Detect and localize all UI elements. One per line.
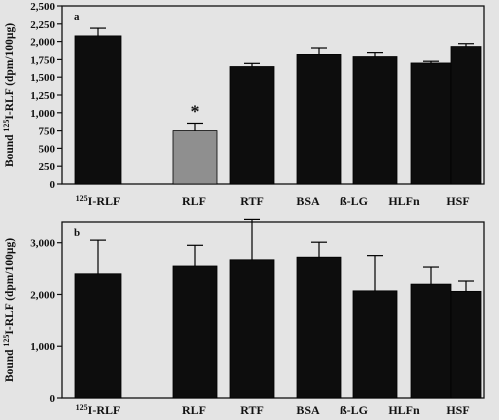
category-label: HSF (446, 194, 469, 208)
y-tick-label: 3,000 (30, 238, 55, 250)
y-tick-label: 2,250 (30, 19, 55, 31)
category-label: HSF (446, 403, 469, 417)
y-tick-label: 0 (50, 393, 56, 405)
category-label: RTF (240, 194, 264, 208)
bar (410, 283, 452, 399)
bar (74, 35, 122, 185)
significance-star: * (191, 101, 200, 121)
category-label: ß-LG (340, 194, 368, 208)
y-tick-label: 2,000 (30, 289, 55, 301)
y-tick-label: 1,750 (30, 54, 55, 66)
y-tick-label: 2,500 (30, 1, 55, 13)
bar (450, 46, 482, 185)
bar (229, 259, 275, 399)
bar (229, 66, 275, 185)
panel-a: 0 250 500 750 1,000 1,250 1,500 1,750 2,000 2,250… (2, 1, 485, 208)
y-axis-title: Bound 125I-RLF (dpm/100µg) (2, 238, 16, 382)
category-label: BSA (296, 194, 320, 208)
y-tick-label: 1,500 (30, 72, 55, 84)
category-label: HLFn (388, 403, 420, 417)
category-label: ß-LG (340, 403, 368, 417)
bar (296, 256, 342, 399)
category-label: 125I-RLF (76, 403, 121, 417)
y-tick-label: 1,250 (30, 90, 55, 102)
category-label: 125I-RLF (76, 194, 121, 208)
y-tick-label: 2,000 (30, 37, 55, 49)
category-label: BSA (296, 403, 320, 417)
category-label: HLFn (388, 194, 420, 208)
bar (172, 265, 218, 399)
bar (74, 273, 122, 399)
category-label: RTF (240, 403, 264, 417)
y-tick-label: 1,000 (30, 341, 55, 353)
bar (450, 290, 482, 399)
bar (352, 56, 398, 185)
panel-b: 0 1,000 2,000 3,000 Bound 125I-RLF (dpm/100µ… (2, 218, 485, 417)
y-tick-label: 750 (39, 126, 56, 138)
y-axis-title: Bound 125I-RLF (dpm/100µg) (2, 23, 16, 167)
bar (410, 62, 452, 185)
bar (352, 290, 398, 399)
bar (172, 130, 218, 185)
bar (296, 54, 342, 185)
panel-letter: a (74, 11, 80, 23)
y-tick-label: 250 (39, 161, 56, 173)
y-tick-label: 500 (39, 143, 56, 155)
category-label: RLF (182, 194, 206, 208)
y-tick-label: 1,000 (30, 108, 55, 120)
panel-letter: b (74, 227, 80, 239)
category-label: RLF (182, 403, 206, 417)
y-tick-label: 0 (50, 179, 56, 191)
